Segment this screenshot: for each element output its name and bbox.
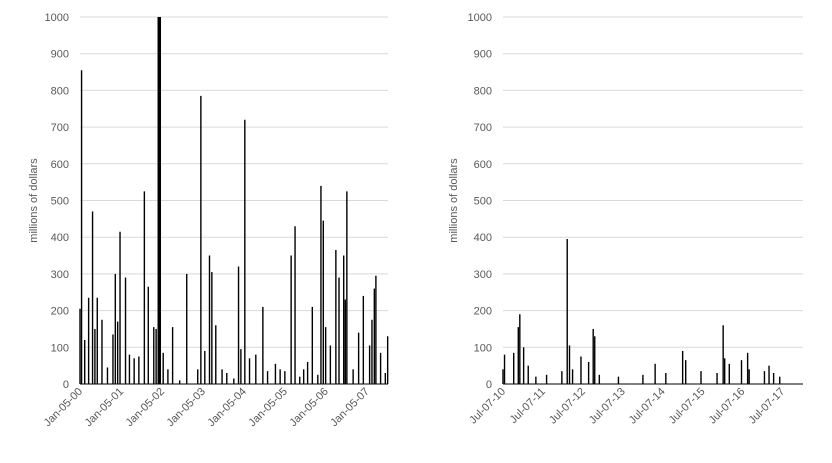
right-x-tick-label-1: Jul-07-11 xyxy=(508,386,548,426)
right-x-tick-label-2: Jul-07-12 xyxy=(547,386,588,427)
right-y-axis-label: millions of dollars xyxy=(448,158,460,243)
left-y-tick-label-300: 300 xyxy=(51,269,69,281)
right-y-tick-label-1000: 1000 xyxy=(468,12,492,24)
right-y-tick-label-700: 700 xyxy=(474,122,492,134)
left-y-tick-label-1000: 1000 xyxy=(45,12,69,24)
left-y-tick-label-0: 0 xyxy=(63,379,69,391)
left-x-tick-label-2: Jan-05-02 xyxy=(124,386,168,430)
right-x-tick-label-5: Jul-07-15 xyxy=(667,386,708,427)
left-x-tick-label-0: Jan-05-00 xyxy=(42,386,86,430)
left-x-tick-label-6: Jan-05-06 xyxy=(287,386,331,430)
right-y-tick-label-500: 500 xyxy=(474,196,492,208)
right-y-tick-label-0: 0 xyxy=(486,379,492,391)
right-y-tick-label-900: 900 xyxy=(474,49,492,61)
left-y-tick-label-600: 600 xyxy=(51,159,69,171)
left-y-tick-label-900: 900 xyxy=(51,49,69,61)
left-x-tick-label-5: Jan-05-05 xyxy=(246,386,290,430)
left-y-tick-label-100: 100 xyxy=(51,342,69,354)
right-y-tick-label-800: 800 xyxy=(474,85,492,97)
right-x-tick-label-4: Jul-07-14 xyxy=(627,386,668,427)
right-y-tick-label-300: 300 xyxy=(474,269,492,281)
left-x-tick-label-7: Jan-05-07 xyxy=(328,386,372,430)
left-y-tick-label-200: 200 xyxy=(51,306,69,318)
right-y-tick-label-200: 200 xyxy=(474,306,492,318)
left-x-tick-label-1: Jan-05-01 xyxy=(83,386,127,430)
left-y-tick-label-800: 800 xyxy=(51,85,69,97)
right-y-tick-label-100: 100 xyxy=(474,342,492,354)
right-y-tick-label-600: 600 xyxy=(474,159,492,171)
left-y-tick-label-400: 400 xyxy=(51,232,69,244)
right-x-tick-label-6: Jul-07-16 xyxy=(707,386,748,427)
right-y-tick-label-400: 400 xyxy=(474,232,492,244)
right-x-tick-label-3: Jul-07-13 xyxy=(587,386,628,427)
left-x-tick-label-3: Jan-05-03 xyxy=(164,386,208,430)
left-y-axis-label: millions of dollars xyxy=(28,158,40,243)
left-y-tick-label-700: 700 xyxy=(51,122,69,134)
left-x-tick-label-4: Jan-05-04 xyxy=(205,386,249,430)
left-y-tick-label-500: 500 xyxy=(51,196,69,208)
right-x-tick-label-7: Jul-07-17 xyxy=(746,386,787,427)
right-x-tick-label-0: Jul-07-10 xyxy=(467,386,508,427)
